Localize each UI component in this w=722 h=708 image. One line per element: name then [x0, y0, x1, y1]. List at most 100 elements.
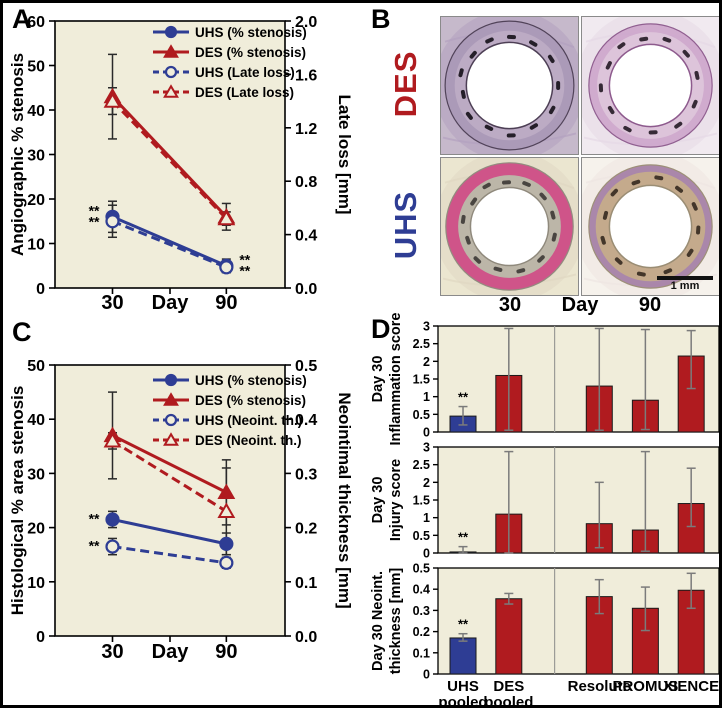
svg-text:DES (% stenosis): DES (% stenosis): [195, 393, 306, 408]
panel-c-chart: 0 10 20 30 40 50 0.0 0.1 0.2 0.3 0.4 0.5 30 Day 90 Hist…: [3, 315, 364, 705]
panel-a-svg: 0 10 20 30 40 50 60 0.0 0.4 0.8 1.2 1.6 2.0 30 Day 90 An…: [8, 14, 354, 314]
svg-text:**: **: [89, 510, 100, 526]
svg-text:UHS (Late loss): UHS (Late loss): [195, 65, 295, 80]
panel-d-charts: 0 0.5 1 1.5 2 2.5 3 Day 30 Inflammation score ** 0…: [364, 313, 719, 708]
svg-text:40: 40: [27, 103, 45, 120]
svg-text:30: 30: [27, 466, 45, 483]
svg-text:40: 40: [27, 412, 45, 429]
svg-text:**: **: [89, 202, 100, 218]
panel-a-series-0-line: [111, 215, 227, 268]
panel-c-series-0-marker: [105, 512, 120, 527]
panel-c-series-2-line: [112, 545, 227, 565]
histology-image-uhs-day30: [434, 151, 585, 302]
panel-a-series-3-marker: [217, 209, 236, 226]
svg-text:Day 30: Day 30: [370, 477, 386, 524]
svg-text:UHS: UHS: [447, 678, 479, 695]
panel-b-xlabel-day: Day: [561, 294, 599, 316]
svg-text:Neointimal thickness [mm]: Neointimal thickness [mm]: [335, 392, 354, 608]
svg-text:0.4: 0.4: [295, 412, 317, 429]
svg-text:Day 30: Day 30: [370, 356, 386, 403]
svg-text:60: 60: [27, 14, 45, 31]
svg-text:0.3: 0.3: [295, 466, 317, 483]
svg-text:0.4: 0.4: [413, 583, 430, 597]
panel-c-legend-marker-0: [164, 373, 178, 387]
svg-text:0.8: 0.8: [295, 174, 317, 191]
svg-text:pooled: pooled: [438, 694, 487, 708]
svg-text:DES (Late loss): DES (Late loss): [195, 85, 294, 100]
panel-a-label: A: [12, 4, 32, 34]
svg-text:**: **: [89, 538, 100, 554]
svg-text:50: 50: [27, 358, 45, 375]
svg-text:UHS (Neoint. th.): UHS (Neoint. th.): [195, 413, 302, 428]
svg-text:**: **: [239, 262, 250, 278]
svg-text:90: 90: [215, 641, 237, 663]
svg-text:1.2: 1.2: [295, 121, 317, 138]
panel-b-row-label-uhs: UHS: [388, 190, 423, 260]
panel-c-series-2-marker: [219, 555, 234, 570]
panel-b-label: B: [371, 4, 391, 34]
panel-a-legend-marker-3: [163, 84, 179, 98]
svg-text:1: 1: [423, 390, 430, 404]
panel-d-sub2-bar-1: [495, 598, 523, 675]
svg-text:0.2: 0.2: [295, 521, 317, 538]
panel-d-sub0-plot-area: [437, 325, 719, 433]
svg-text:**: **: [458, 530, 469, 545]
svg-text:10: 10: [27, 575, 45, 592]
panel-b-x-axis: 30 Day 90: [440, 294, 719, 318]
panel-c-legend-marker-2: [164, 413, 178, 427]
svg-text:Late loss [mm]: Late loss [mm]: [335, 95, 354, 215]
svg-text:0.3: 0.3: [413, 604, 430, 618]
scale-bar-line: [657, 276, 713, 280]
svg-text:1.5: 1.5: [413, 494, 430, 508]
svg-text:Angiographic % stenosis: Angiographic % stenosis: [8, 53, 27, 256]
svg-text:0: 0: [423, 547, 430, 561]
svg-text:Day: Day: [152, 641, 190, 663]
panel-c-legend-marker-3: [163, 432, 179, 446]
panel-a-plot-area: [54, 20, 286, 289]
svg-text:0.5: 0.5: [413, 529, 430, 543]
svg-text:30: 30: [101, 292, 123, 314]
histology-image-des-day30: [434, 10, 585, 161]
svg-text:Resolute: Resolute: [568, 678, 631, 695]
svg-text:UHS (% stenosis): UHS (% stenosis): [195, 373, 307, 388]
svg-text:0: 0: [36, 629, 45, 646]
svg-text:0: 0: [423, 426, 430, 440]
panel-d-sub1-plot-area: [437, 446, 719, 554]
svg-text:2.0: 2.0: [295, 14, 317, 31]
svg-text:2: 2: [423, 476, 430, 490]
svg-text:DES (% stenosis): DES (% stenosis): [195, 45, 306, 60]
panel-a-series-1-line: [111, 95, 228, 218]
svg-text:30: 30: [27, 148, 45, 165]
panel-a-series-2-line: [111, 219, 227, 269]
svg-text:0.0: 0.0: [295, 629, 317, 646]
svg-text:1: 1: [423, 511, 430, 525]
svg-text:2.5: 2.5: [413, 458, 430, 472]
panel-b-row-label-des: DES: [388, 50, 423, 118]
svg-text:0: 0: [36, 281, 45, 298]
panel-a-legend-marker-2: [164, 65, 178, 79]
svg-text:PROMUS: PROMUS: [612, 678, 678, 695]
svg-text:Day 30 Neoint.: Day 30 Neoint.: [370, 571, 386, 671]
panel-a-series-3-marker: [103, 92, 122, 108]
svg-text:90: 90: [215, 292, 237, 314]
svg-text:**: **: [239, 251, 250, 267]
svg-text:0.5: 0.5: [413, 408, 430, 422]
svg-text:DES: DES: [493, 678, 524, 695]
svg-text:Day: Day: [152, 292, 190, 314]
panel-c-svg: 0 10 20 30 40 50 0.0 0.1 0.2 0.3 0.4 0.5 30 Day 90 Hist…: [8, 358, 354, 663]
panel-b: B DES UHS 30 Day 90 1 mm: [364, 3, 719, 318]
svg-text:DES (Neoint. th.): DES (Neoint. th.): [195, 433, 302, 448]
svg-text:UHS (% stenosis): UHS (% stenosis): [195, 25, 307, 40]
panel-c-series-3-marker: [103, 431, 122, 448]
panel-c-label: C: [12, 317, 32, 347]
panel-a-series-2-marker: [219, 260, 234, 275]
svg-text:20: 20: [27, 192, 45, 209]
histology-svg-uhs-90: [575, 151, 719, 302]
panel-c-legend-marker-1: [163, 392, 179, 406]
svg-text:20: 20: [27, 521, 45, 538]
svg-text:0.5: 0.5: [295, 358, 317, 375]
panel-b-xlabel-90: 90: [638, 294, 662, 316]
svg-text:0.2: 0.2: [413, 625, 430, 639]
panel-c-series-3-line: [111, 439, 228, 513]
